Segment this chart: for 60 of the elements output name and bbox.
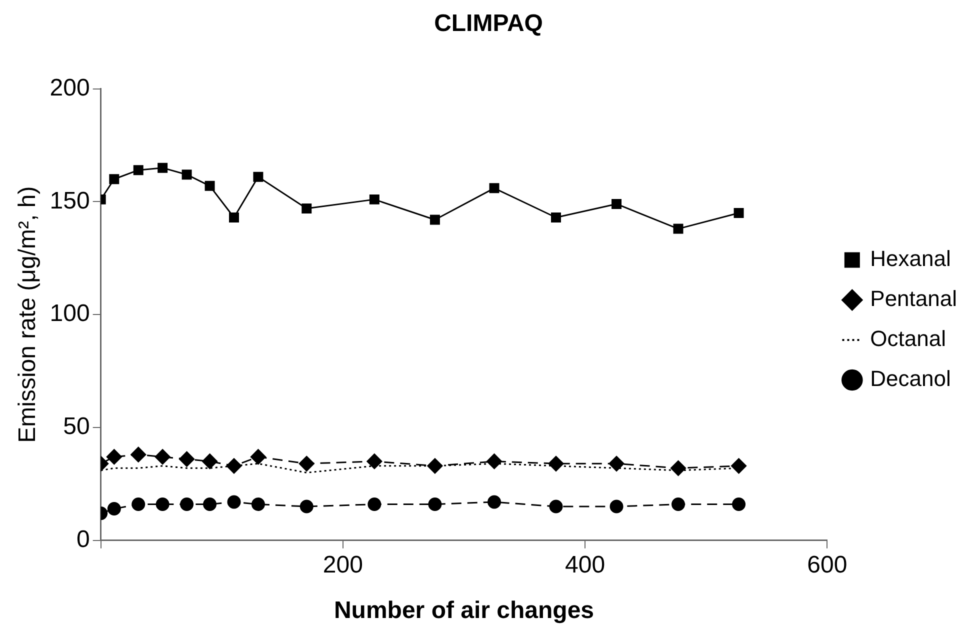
point — [670, 460, 686, 476]
point — [302, 203, 312, 214]
point — [133, 165, 144, 176]
point — [731, 458, 747, 474]
point — [548, 456, 564, 472]
point — [154, 449, 170, 465]
y-tick-label: 150 — [50, 187, 90, 214]
point — [428, 498, 442, 512]
point — [300, 500, 314, 514]
point — [203, 498, 217, 512]
point — [202, 454, 218, 470]
point — [673, 224, 684, 234]
y-axis-title: Emission rate (μg/m², h) — [14, 186, 42, 443]
y-tick-label: 100 — [50, 300, 90, 328]
point — [109, 174, 120, 184]
point — [182, 170, 192, 180]
legend-label: Decanol — [870, 366, 951, 392]
point — [366, 454, 382, 470]
point — [226, 458, 242, 474]
point — [489, 183, 500, 194]
point — [253, 172, 264, 182]
point — [430, 214, 440, 225]
legend-label: Pentanal — [870, 286, 958, 312]
x-tick-label: 600 — [807, 551, 848, 578]
point — [156, 498, 170, 512]
point — [229, 212, 239, 222]
point — [608, 456, 624, 472]
point — [549, 500, 563, 514]
point — [180, 498, 194, 512]
point — [106, 449, 122, 465]
x-tick-label: 400 — [565, 551, 606, 578]
y-tick-label: 200 — [50, 74, 90, 102]
point — [132, 498, 146, 512]
point — [427, 458, 443, 474]
point — [204, 180, 215, 191]
legend-label: Hexanal — [870, 246, 951, 272]
x-tick-label: 200 — [322, 551, 363, 578]
x-axis-title: Number of air changes — [334, 597, 594, 624]
point — [298, 456, 314, 472]
point — [158, 162, 168, 173]
point — [488, 495, 502, 509]
point — [672, 498, 686, 512]
point — [610, 500, 624, 514]
legend-label: Octanal — [870, 326, 946, 352]
point — [250, 449, 266, 465]
point — [732, 498, 746, 512]
point — [486, 454, 502, 470]
y-tick-label: 0 — [76, 526, 90, 554]
point — [369, 194, 380, 204]
point — [251, 498, 265, 512]
point — [130, 446, 146, 462]
point — [107, 502, 121, 516]
point — [551, 212, 561, 222]
point — [227, 495, 241, 509]
chart-title: CLIMPAQ — [434, 10, 543, 38]
point — [368, 498, 382, 512]
point — [612, 198, 622, 209]
point — [179, 451, 195, 467]
y-tick-label: 50 — [63, 413, 90, 440]
point — [734, 208, 744, 218]
